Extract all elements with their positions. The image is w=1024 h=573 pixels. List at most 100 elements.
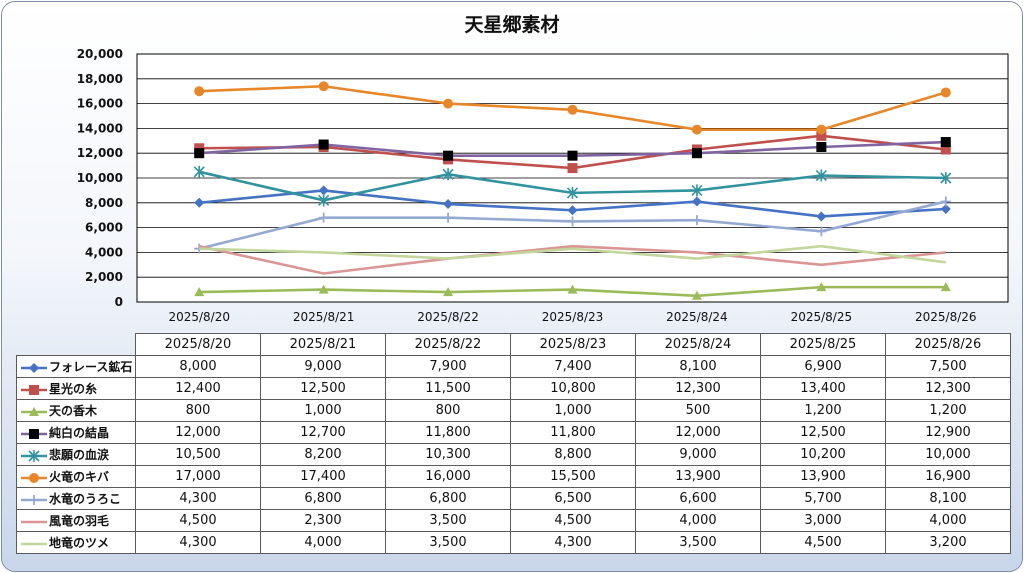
legend-key-icon <box>19 493 49 507</box>
data-table-cell: 8,000 <box>135 355 261 378</box>
legend-key-marker <box>29 384 39 395</box>
data-table-column-header: 2025/8/22 <box>385 333 511 356</box>
data-table-cell: 12,300 <box>635 377 761 400</box>
data-table-cell: 6,600 <box>635 487 761 510</box>
legend-entry: 悲願の血涙 <box>16 443 136 466</box>
legend-label: 火竜のキバ <box>49 470 110 484</box>
legend-key-icon <box>19 427 49 441</box>
data-table-cell: 8,200 <box>260 443 386 466</box>
legend-entry: 純白の結晶 <box>16 421 136 444</box>
data-table-cell: 12,300 <box>885 377 1011 400</box>
data-point <box>940 204 951 214</box>
data-table-row: フォレース鉱石 8,000 9,000 7,900 7,400 8,100 6,900 7,5… <box>16 355 1011 378</box>
data-table-cell: 11,800 <box>510 421 636 444</box>
data-table-row: 純白の結晶 12,000 12,700 11,800 11,800 12,000 12,50… <box>16 421 1011 444</box>
data-point <box>940 196 951 207</box>
legend-label: フォレース鉱石 <box>49 360 133 374</box>
data-table-cell: 4,500 <box>135 509 261 532</box>
data-point <box>443 150 454 161</box>
data-table-cell: 9,000 <box>260 355 386 378</box>
data-table-cell: 10,500 <box>135 443 261 466</box>
data-table-cell: 9,000 <box>635 443 761 466</box>
data-table-cell: 12,500 <box>760 421 886 444</box>
data-point <box>940 282 951 292</box>
y-tick-label: 2,000 <box>85 270 123 284</box>
data-table-row: 地竜のツメ 4,300 4,000 3,500 4,300 3,500 4,500 3,200 <box>16 531 1011 554</box>
data-table-cell: 3,200 <box>885 531 1011 554</box>
legend-key-icon <box>19 537 49 551</box>
data-table-cell: 7,900 <box>385 355 511 378</box>
x-tick-label: 2025/8/23 <box>542 310 604 324</box>
data-table-row: 悲願の血涙 10,500 8,200 10,300 8,800 9,000 10,200 10… <box>16 443 1011 466</box>
data-point <box>194 287 205 297</box>
data-table-header-row: 2025/8/20 2025/8/21 2025/8/22 2025/8/23 2025… <box>16 333 1011 356</box>
data-table-cell: 800 <box>385 399 511 422</box>
data-table-cell: 12,500 <box>260 377 386 400</box>
data-point <box>940 144 951 155</box>
data-point <box>567 104 578 115</box>
series-9 <box>199 244 946 264</box>
x-tick-label: 2025/8/26 <box>915 310 977 324</box>
data-table-cell: 6,800 <box>260 487 386 510</box>
data-table-cell: 7,500 <box>885 355 1011 378</box>
data-table-cell: 4,300 <box>510 531 636 554</box>
data-table-cell: 16,900 <box>885 465 1011 488</box>
data-point <box>816 142 827 152</box>
x-tick-label: 2025/8/20 <box>168 310 230 324</box>
data-table-column-header: 2025/8/26 <box>885 333 1011 356</box>
data-point <box>194 86 205 97</box>
legend-label: 悲願の血涙 <box>49 448 110 462</box>
data-table-row: 水竜のうろこ 4,300 6,800 6,800 6,500 6,600 5,700 8,10… <box>16 487 1011 510</box>
data-table-cell: 4,000 <box>885 509 1011 532</box>
data-point <box>318 284 329 294</box>
data-point <box>443 212 454 223</box>
data-table-cell: 4,300 <box>135 487 261 510</box>
data-table-cell: 16,000 <box>385 465 511 488</box>
legend-key-marker <box>29 428 39 439</box>
x-tick-label: 2025/8/24 <box>666 310 728 324</box>
data-table-cell: 3,500 <box>385 531 511 554</box>
data-table-cell: 1,000 <box>510 399 636 422</box>
legend-key-icon <box>19 383 49 397</box>
y-tick-label: 20,000 <box>77 47 123 61</box>
legend-key-icon <box>19 361 49 375</box>
series-4 <box>194 137 951 161</box>
series-6 <box>194 81 951 135</box>
data-point <box>691 290 702 300</box>
series-line <box>199 244 946 264</box>
data-table-cell: 800 <box>135 399 261 422</box>
data-table-cell: 1,000 <box>260 399 386 422</box>
data-table-column-header: 2025/8/23 <box>510 333 636 356</box>
legend-label: 星光の糸 <box>49 382 98 396</box>
data-table-cell: 1,200 <box>885 399 1011 422</box>
data-table-cell: 15,500 <box>510 465 636 488</box>
data-table-column-header: 2025/8/25 <box>760 333 886 356</box>
series-5 <box>193 165 952 207</box>
chart-title: 天星郷素材 <box>464 14 560 36</box>
data-table-cell: 4,500 <box>760 531 886 554</box>
y-tick-label: 6,000 <box>85 221 123 235</box>
x-tick-label: 2025/8/21 <box>293 310 355 324</box>
data-point <box>443 98 454 109</box>
data-table-cell: 4,300 <box>135 531 261 554</box>
data-table-cell: 12,400 <box>135 377 261 400</box>
data-point <box>442 168 454 181</box>
data-table-row: 風竜の羽毛 4,500 2,300 3,500 4,500 4,000 3,000 4,000 <box>16 509 1011 532</box>
data-point <box>567 163 578 174</box>
series-1 <box>194 185 951 222</box>
data-point <box>567 216 578 227</box>
x-tick-label: 2025/8/22 <box>417 310 479 324</box>
data-point <box>194 148 205 159</box>
y-tick-label: 14,000 <box>77 121 123 135</box>
legend-entry: 地竜のツメ <box>16 531 136 554</box>
data-point <box>816 130 827 141</box>
data-point <box>940 137 951 148</box>
series-8 <box>198 244 946 275</box>
data-point <box>691 184 703 197</box>
data-table-column-header: 2025/8/20 <box>135 333 261 356</box>
data-table-cell: 12,700 <box>260 421 386 444</box>
legend-key-icon <box>19 405 49 419</box>
data-point <box>816 282 827 292</box>
legend-key-marker <box>29 494 39 505</box>
legend-entry: 天の香木 <box>16 399 136 422</box>
